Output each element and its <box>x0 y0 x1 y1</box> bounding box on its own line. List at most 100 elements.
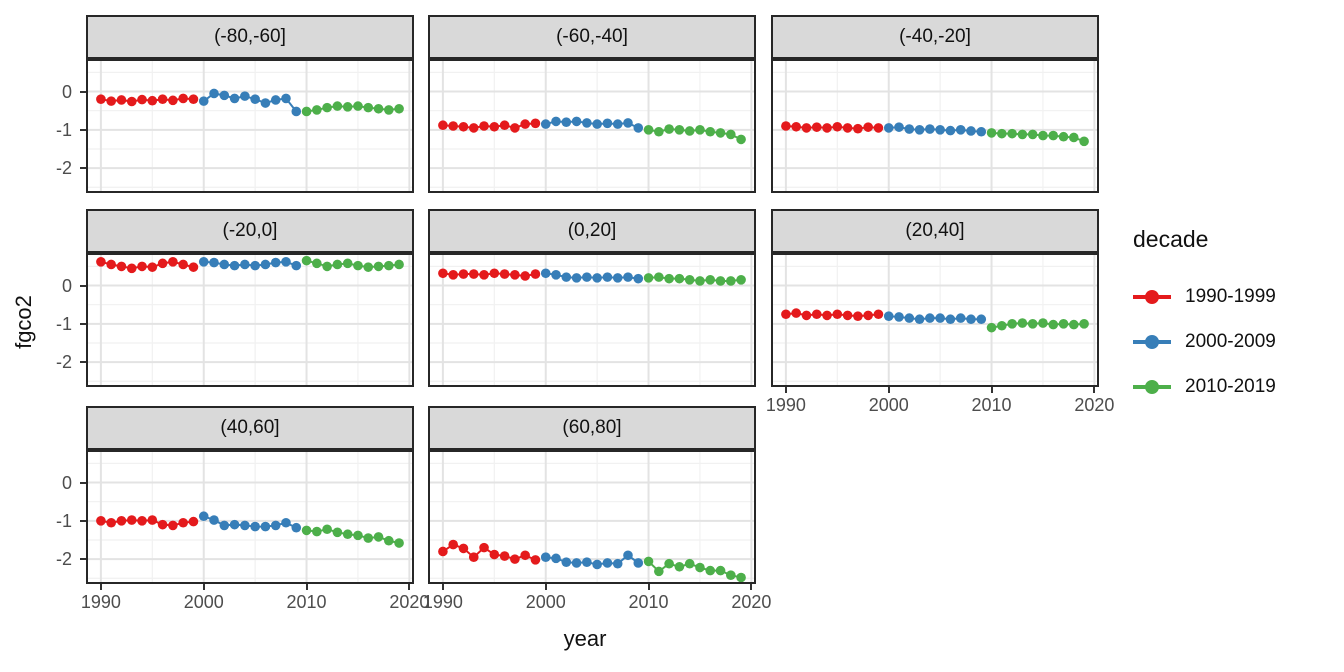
legend-label: 1990-1999 <box>1185 286 1276 307</box>
data-point <box>997 128 1007 139</box>
data-point <box>157 94 168 104</box>
data-point <box>863 310 873 321</box>
legend: decade 1990-1999 2000-2009 2010-2019 <box>1133 226 1339 399</box>
legend-key-icon <box>1133 335 1171 349</box>
data-point <box>312 105 322 115</box>
y-tick-label: -1 <box>55 119 72 140</box>
series-2010-2019 <box>643 272 746 286</box>
data-point <box>726 129 736 140</box>
x-tick-label: 2020 <box>1074 395 1115 415</box>
data-point <box>1069 319 1079 330</box>
data-point <box>664 273 674 284</box>
x-tick <box>441 584 444 590</box>
data-point <box>209 88 219 99</box>
data-point <box>157 258 168 269</box>
data-point <box>520 119 530 129</box>
legend-entry-1990-1999: 1990-1999 <box>1133 285 1339 309</box>
data-point <box>612 558 623 569</box>
data-point <box>811 122 822 132</box>
data-point <box>674 561 685 572</box>
data-point <box>551 116 561 127</box>
facet-(0,20]: (0,20] <box>428 209 756 387</box>
data-point <box>976 126 987 137</box>
panel-plot <box>428 450 756 584</box>
data-point <box>726 570 736 580</box>
data-point <box>561 117 572 127</box>
facet-panel <box>771 59 1099 193</box>
data-point <box>499 269 510 279</box>
legend-key-icon <box>1133 380 1171 394</box>
data-point <box>126 96 137 107</box>
series-1990-1999 <box>96 93 199 107</box>
data-point <box>1058 319 1069 329</box>
facet-strip: (-80,-60] <box>86 15 414 59</box>
data-point <box>811 309 822 320</box>
data-point <box>612 119 623 129</box>
data-point <box>270 257 281 268</box>
data-point <box>312 526 322 537</box>
data-point <box>863 122 873 132</box>
facet-strip: (0,20] <box>428 209 756 253</box>
facet-panel <box>86 253 414 387</box>
data-point <box>643 556 654 567</box>
data-point <box>736 275 746 285</box>
data-point <box>935 313 945 323</box>
x-tick <box>647 584 650 590</box>
data-point <box>291 260 302 271</box>
y-tick <box>80 361 86 364</box>
facet-strip-label: (-80,-60] <box>214 26 286 47</box>
data-point <box>168 257 178 267</box>
data-point <box>106 96 116 106</box>
data-point <box>873 309 884 320</box>
data-point <box>561 557 572 567</box>
data-point <box>1038 318 1048 328</box>
data-point <box>209 257 219 268</box>
data-point <box>499 551 510 561</box>
data-point <box>342 258 353 269</box>
data-point <box>384 535 394 546</box>
data-point <box>643 273 654 283</box>
data-point <box>540 552 551 562</box>
data-point <box>250 260 260 271</box>
series-1990-1999 <box>781 121 884 134</box>
data-point <box>373 103 384 114</box>
data-point <box>633 123 644 133</box>
data-point <box>571 273 582 283</box>
x-tick <box>750 584 753 590</box>
y-tick <box>80 128 86 131</box>
data-point <box>571 116 582 127</box>
data-point <box>1038 130 1048 141</box>
data-point <box>705 275 716 285</box>
data-point <box>178 93 188 104</box>
data-point <box>695 125 705 135</box>
data-point <box>270 95 281 105</box>
data-point <box>353 530 363 541</box>
x-tick-label: 1990 <box>422 592 463 612</box>
data-point <box>853 311 863 321</box>
series-2000-2009 <box>540 550 644 570</box>
facet-(-80,-60]: (-80,-60] <box>86 15 414 193</box>
data-point <box>715 128 726 138</box>
data-point <box>240 259 250 270</box>
data-point <box>602 118 613 129</box>
series-2010-2019 <box>301 255 404 272</box>
facet-(20,40]: (20,40] <box>771 209 1099 387</box>
data-point <box>137 94 147 105</box>
facet-strip-label: (20,40] <box>905 220 965 241</box>
data-point <box>281 257 291 267</box>
data-point <box>1048 319 1059 330</box>
facet-strip-label: (-60,-40] <box>556 26 628 47</box>
y-tick-label: -2 <box>55 549 72 570</box>
series-2000-2009 <box>540 116 644 133</box>
data-point <box>291 522 302 533</box>
data-point <box>96 516 106 526</box>
data-point <box>822 310 832 321</box>
data-point <box>540 119 551 129</box>
series-2010-2019 <box>986 128 1089 147</box>
data-point <box>260 521 271 532</box>
data-point <box>664 124 674 134</box>
data-point <box>1017 129 1028 140</box>
data-point <box>791 308 801 318</box>
x-tick <box>408 584 411 590</box>
x-tick <box>202 584 205 590</box>
